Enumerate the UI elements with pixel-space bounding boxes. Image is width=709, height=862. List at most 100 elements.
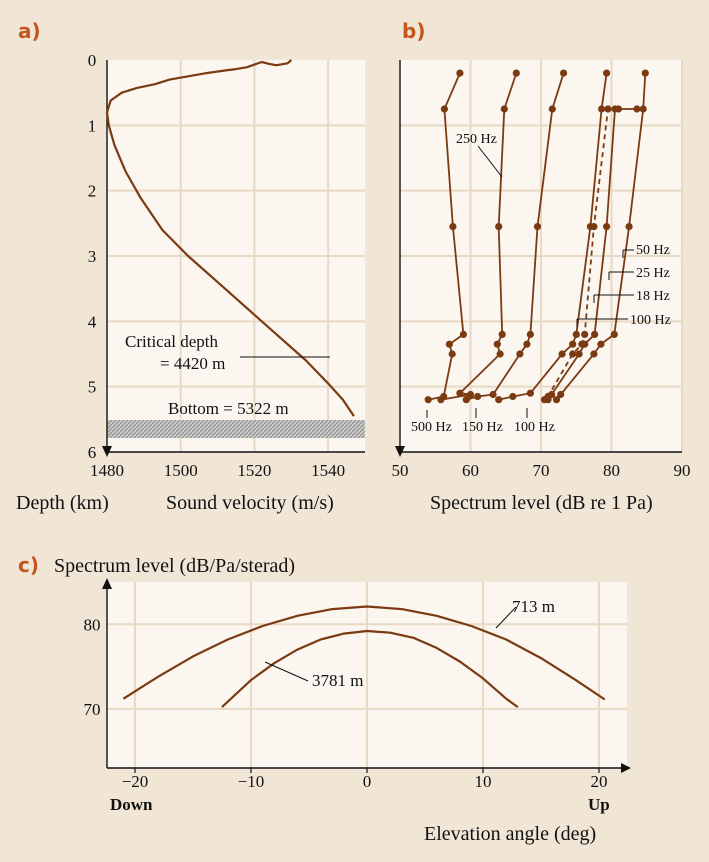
panel-c-letter: c) xyxy=(18,553,39,577)
data-point-18hz xyxy=(590,223,598,231)
data-point-25hz xyxy=(591,330,599,338)
data-point-100hz xyxy=(558,350,566,358)
data-point-500hz xyxy=(456,69,464,77)
label-100hz-right: 100 Hz xyxy=(630,313,671,328)
panel-a-depth-label: Depth (km) xyxy=(16,492,109,514)
data-point-250hz xyxy=(498,330,506,338)
data-point-250hz xyxy=(495,223,503,231)
bottom-depth-label: Bottom = 5322 m xyxy=(168,399,289,418)
panel-b-x-tick-label: 70 xyxy=(533,461,550,480)
series-line-500hz xyxy=(428,72,465,401)
seafloor-hatch xyxy=(107,420,365,438)
series-line-18hz xyxy=(543,108,619,401)
data-point-150hz xyxy=(474,392,482,401)
panel-a-series xyxy=(105,59,355,417)
panel-c: c) Spectrum level (dB/Pa/sterad) 70 80 −2… xyxy=(18,553,631,845)
panel-c-series xyxy=(122,605,606,708)
elevation-curve-3781m xyxy=(221,629,519,708)
panel-a-letter: a) xyxy=(18,19,41,43)
critical-depth-value: = 4420 m xyxy=(160,354,225,373)
data-point-50hz xyxy=(590,350,598,358)
panel-a-y-tick-label: 0 xyxy=(88,51,97,70)
panel-a-grid xyxy=(107,60,365,452)
data-point-100hz xyxy=(509,392,517,401)
panel-c-y-tick-label: 70 xyxy=(84,700,101,719)
data-point-100hz xyxy=(526,389,535,397)
label-150hz: 150 Hz xyxy=(462,420,503,435)
panel-b: b) 50 60 70 80 90 250 Hz 50 Hz 25 Hz 18 Hz 1… xyxy=(392,19,691,514)
elevation-curve-713m xyxy=(122,605,606,701)
data-point-500hz xyxy=(440,105,448,113)
leader-713m xyxy=(495,606,517,629)
panel-b-x-tick-label: 50 xyxy=(392,461,409,480)
data-point-25hz xyxy=(581,340,589,348)
leader-250hz xyxy=(477,145,503,178)
data-point-150hz xyxy=(523,340,531,348)
data-point-25hz xyxy=(548,390,556,399)
label-500hz: 500 Hz xyxy=(411,420,452,435)
data-point-100hz xyxy=(495,396,503,404)
panel-b-series xyxy=(424,69,649,404)
panel-a-x-tick-label: 1500 xyxy=(164,461,198,480)
panel-c-y-title: Spectrum level (dB/Pa/sterad) xyxy=(54,555,295,577)
panel-c-x-tick-label: 10 xyxy=(475,772,492,791)
label-50hz: 50 Hz xyxy=(636,243,670,258)
leader-3781m xyxy=(264,661,309,682)
data-point-250hz xyxy=(466,390,475,399)
data-point-25hz xyxy=(611,105,619,113)
panel-a-y-tick-label: 4 xyxy=(88,312,97,331)
label-713m: 713 m xyxy=(512,597,555,616)
panel-c-y-tick-label: 80 xyxy=(84,615,101,634)
series-line-50hz xyxy=(555,73,647,401)
label-250hz: 250 Hz xyxy=(456,132,497,147)
data-point-50hz xyxy=(641,69,649,77)
data-point-18hz xyxy=(604,105,612,113)
up-label: Up xyxy=(588,795,610,814)
panel-a: a) 0 1 2 3 4 5 6 1480 1500 1520 1540 Critical dep… xyxy=(16,19,365,514)
panel-a-y-tick-label: 3 xyxy=(88,247,97,266)
data-point-25hz xyxy=(633,105,641,113)
data-point-500hz xyxy=(424,396,432,404)
data-point-150hz xyxy=(489,390,497,399)
data-point-100hz xyxy=(569,340,577,348)
panel-c-y-ticks: 70 80 xyxy=(84,615,101,719)
panel-a-x-tick-label: 1520 xyxy=(237,461,271,480)
panel-a-x-tick-label: 1480 xyxy=(90,461,124,480)
label-18hz: 18 Hz xyxy=(636,289,670,304)
panel-c-grid xyxy=(107,582,627,768)
data-point-100hz xyxy=(572,330,580,338)
data-point-250hz xyxy=(456,389,464,397)
panel-c-x-title: Elevation angle (deg) xyxy=(424,823,596,845)
data-point-150hz xyxy=(560,69,568,77)
data-point-100hz xyxy=(603,69,611,77)
label-100hz-bottom: 100 Hz xyxy=(514,420,555,435)
data-point-500hz xyxy=(449,223,457,231)
panel-c-x-arrow-icon xyxy=(621,763,631,773)
data-point-50hz xyxy=(597,340,605,348)
sound-velocity-curve xyxy=(105,59,355,417)
data-point-100hz xyxy=(598,105,606,113)
panel-b-grid xyxy=(400,60,683,452)
panel-c-x-tick-label: 0 xyxy=(363,772,372,791)
leader-18hz xyxy=(593,294,634,303)
data-point-50hz xyxy=(610,330,618,338)
data-point-18hz xyxy=(569,350,577,358)
critical-depth-label: Critical depth xyxy=(125,332,219,351)
panel-a-y-ticks: 0 1 2 3 4 5 6 xyxy=(88,51,97,462)
data-point-250hz xyxy=(512,69,520,77)
panel-c-x-tick-label: −10 xyxy=(238,772,265,791)
panel-a-y-tick-label: 1 xyxy=(88,116,97,135)
panel-c-y-arrow-icon xyxy=(102,578,112,589)
data-point-250hz xyxy=(500,105,508,113)
data-point-500hz xyxy=(445,340,453,348)
data-point-50hz xyxy=(625,223,633,231)
data-point-50hz xyxy=(639,105,647,113)
panel-b-x-tick-label: 90 xyxy=(674,461,691,480)
panel-a-x-ticks: 1480 1500 1520 1540 xyxy=(90,461,345,480)
data-point-250hz xyxy=(437,396,445,404)
leader-50hz xyxy=(622,249,634,258)
label-25hz: 25 Hz xyxy=(636,266,670,281)
panel-b-x-tick-label: 80 xyxy=(603,461,620,480)
series-line-25hz xyxy=(547,108,637,401)
